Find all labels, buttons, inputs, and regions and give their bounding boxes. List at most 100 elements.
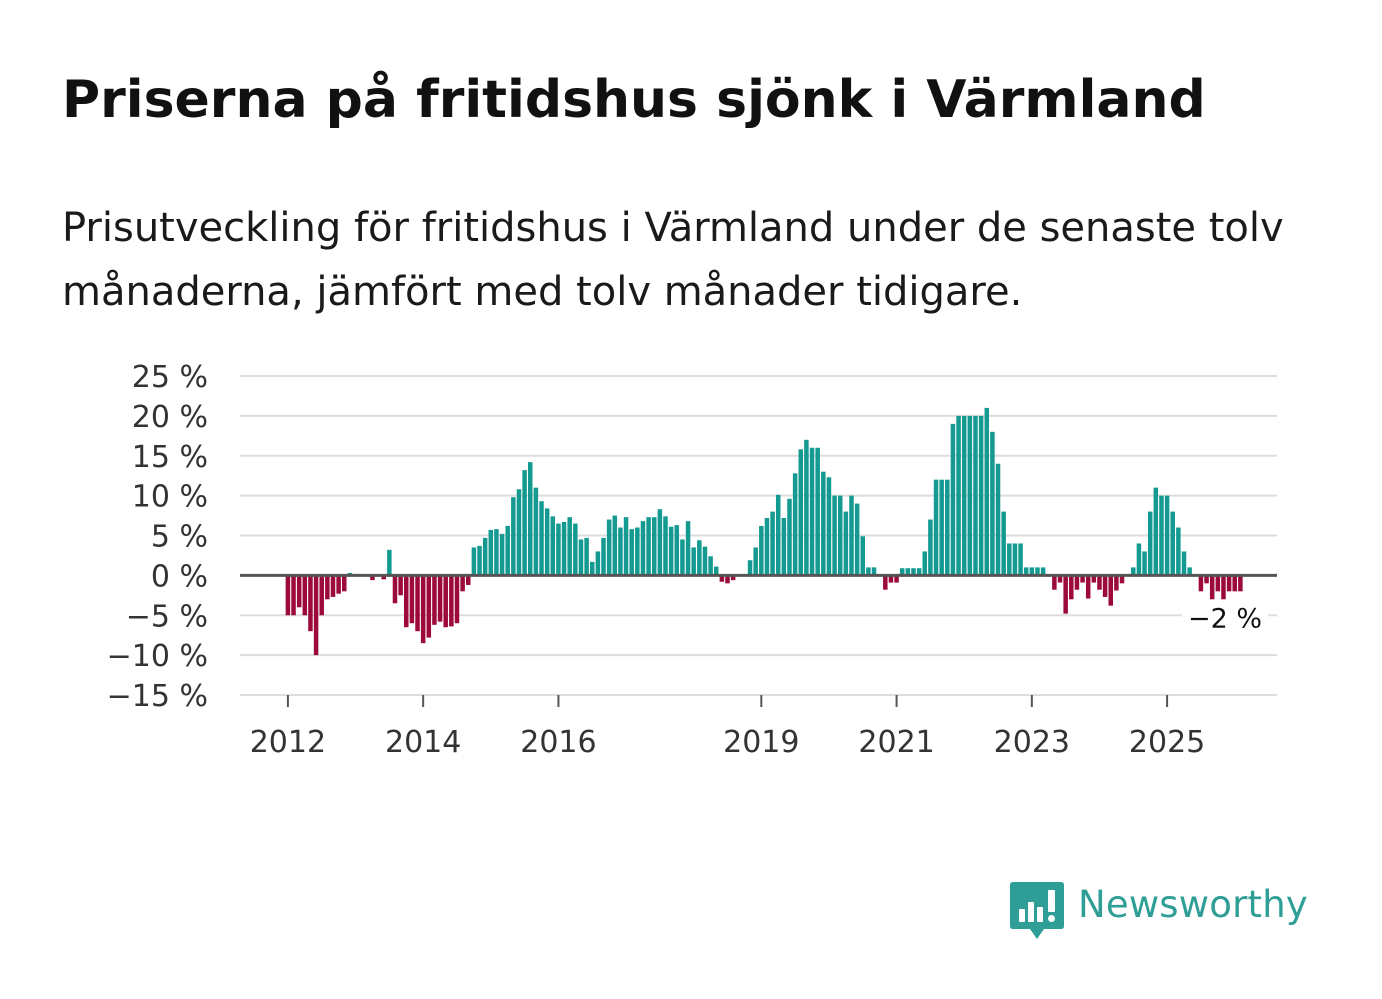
x-tick-label: 2012 [250,725,326,760]
bar [370,575,375,581]
bar-series [285,407,1243,656]
bar [420,575,426,644]
bar [674,525,680,576]
bar [494,529,499,576]
bar [883,575,888,590]
bar [1153,487,1159,576]
bar [888,575,894,583]
bar [956,415,961,576]
bar [747,560,753,576]
x-tick-label: 2019 [723,725,799,760]
bar [775,494,781,576]
bar [945,479,950,576]
bar [1097,575,1102,590]
bar [916,568,922,576]
bar [404,575,409,628]
chart-subtitle: Prisutveckling för fritidshus i Värmland… [62,205,1284,315]
bar-chart-speech-bubble-icon [1010,882,1064,939]
bar [1181,551,1187,576]
y-tick-label: −15 % [107,679,208,714]
bar [1226,575,1232,592]
bar [437,575,443,622]
bar [449,575,454,627]
bar [691,547,696,576]
bar [860,536,866,576]
bar [837,495,843,576]
bar [1119,575,1125,584]
bar [550,516,556,576]
y-tick-label: 5 % [151,520,208,555]
bar [1204,575,1209,584]
bar [319,575,324,616]
bar [573,523,578,576]
bar [1142,551,1147,576]
bar [781,517,787,576]
bar [1012,543,1018,576]
bar [1080,575,1085,583]
bar [522,470,527,576]
annotations: −2 % [1182,601,1268,635]
bar [651,517,657,576]
bar [432,575,437,625]
y-tick-label: 15 % [132,440,208,475]
bar [296,575,302,608]
bar [1023,567,1029,576]
bar [488,529,494,576]
bar [815,447,820,576]
bar [725,575,730,584]
bar [1147,511,1153,576]
bar [584,537,589,576]
bar [302,575,308,616]
bar [1029,567,1035,576]
bar [640,521,646,576]
bar [685,521,691,576]
bar [629,529,634,576]
annotation-background [1182,601,1268,635]
bar [1007,543,1012,576]
bar [713,566,719,576]
bar [482,537,488,576]
bar [1215,575,1221,592]
bar [1074,575,1080,590]
y-tick-label: 10 % [132,480,208,515]
bar [313,575,319,656]
bar [454,575,460,624]
bar [1063,575,1068,614]
bar [1232,575,1237,592]
bar [618,527,623,576]
bar [336,575,341,594]
bar [465,575,471,585]
bar [764,517,770,576]
bar [663,516,668,576]
bar [866,567,871,576]
x-tick-label: 2023 [994,725,1070,760]
bar [961,415,967,576]
bar [623,517,629,576]
bar [1238,575,1243,592]
gridlines [240,375,1277,696]
bar [606,519,612,576]
chart-title: Priserna på fritidshus sjönk i Värmland [62,70,1206,130]
bar [899,568,905,576]
bar [415,575,420,632]
bar [499,533,505,576]
x-tick-label: 2021 [858,725,934,760]
bar [1069,575,1074,600]
bar [635,527,640,576]
bar [730,575,736,581]
y-tick-label: 25 % [132,360,208,395]
bar [1131,567,1136,576]
y-tick-label: 20 % [132,400,208,435]
bar [387,549,392,576]
bar [330,575,336,597]
bar [719,575,725,582]
bar [680,539,685,576]
x-axis: 2012 2014 2016 2019 2021 2023 2025 [250,695,1205,760]
bar [657,509,663,576]
bar [668,526,674,576]
bar [809,447,815,576]
y-tick-label: −5 % [126,599,208,634]
bar [561,521,567,576]
bar [995,463,1001,576]
